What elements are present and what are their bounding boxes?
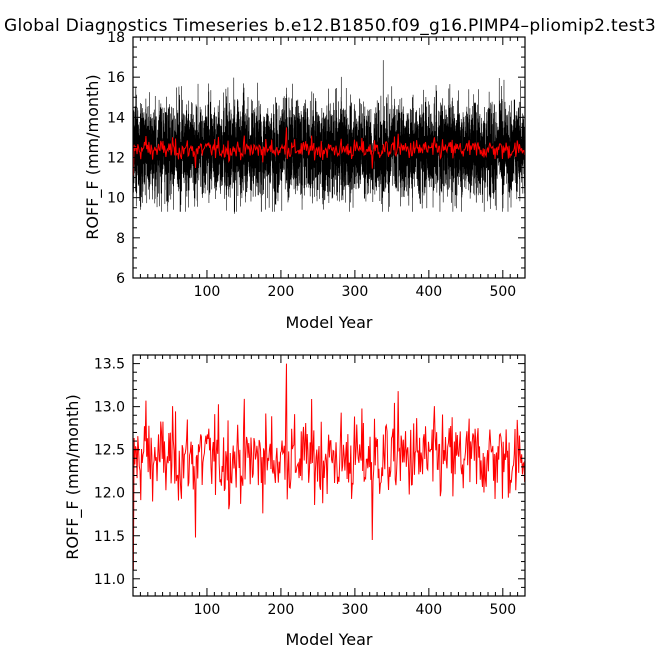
y-tick-label: 11.5: [94, 529, 125, 545]
x-tick-label: 400: [415, 602, 442, 618]
y-tick-label: 12.0: [94, 486, 125, 502]
bottom-plot-area: [133, 363, 525, 571]
x-tick-label: 200: [268, 602, 295, 618]
x-tick-label: 300: [342, 284, 369, 300]
y-tick-label: 12.5: [94, 443, 125, 459]
bottom-x-axis-label: Model Year: [286, 630, 373, 649]
annual-series-line: [133, 363, 525, 571]
x-tick-label: 500: [489, 602, 516, 618]
top-x-axis-label: Model Year: [286, 313, 373, 332]
y-tick-label: 18: [107, 30, 125, 46]
bottom-axes: 11.0 11.5 12.0 12.5 13.0 13.5 100 200 300 400 500: [94, 354, 526, 618]
x-tick-label: 100: [194, 284, 221, 300]
annual-series-line: [133, 127, 525, 176]
x-tick-label: 400: [415, 284, 442, 300]
plot-frame: [132, 354, 526, 597]
monthly-series-line: [133, 60, 525, 214]
x-tick-label: 100: [194, 602, 221, 618]
y-tick-label: 12: [107, 151, 125, 167]
top-y-axis-label: ROFF_F (mm/month): [83, 74, 103, 239]
y-tick-label: 6: [116, 271, 125, 287]
top-axes: 6 8 10 12 14 16 18 100 200 300 400 500: [107, 30, 526, 300]
y-tick-label: 14: [107, 110, 125, 126]
y-tick-label: 13.5: [94, 357, 125, 373]
y-tick-label: 16: [107, 70, 125, 86]
chart-title: Global Diagnostics Timeseries b.e12.B185…: [4, 16, 656, 36]
x-tick-label: 500: [489, 284, 516, 300]
top-plot-area: [133, 60, 525, 214]
top-panel: 6 8 10 12 14 16 18 100 200 300 400 500 Model Year R…: [83, 30, 526, 332]
bottom-y-axis-label: ROFF_F (mm/month): [63, 394, 83, 559]
x-tick-label: 300: [342, 602, 369, 618]
y-tick-label: 11.0: [94, 572, 125, 588]
y-tick-label: 8: [116, 231, 125, 247]
x-tick-label: 200: [268, 284, 295, 300]
y-tick-label: 10: [107, 191, 125, 207]
y-tick-label: 13.0: [94, 400, 125, 416]
